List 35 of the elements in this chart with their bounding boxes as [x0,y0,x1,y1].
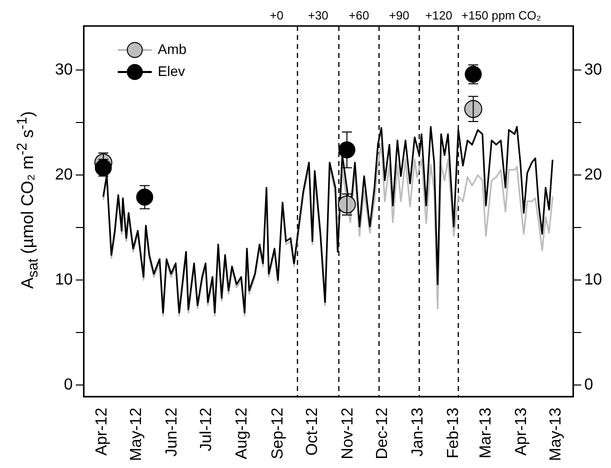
point [338,196,356,214]
x-tick-label: Apr-12 [94,408,111,456]
x-tick-label: May-12 [128,408,146,462]
y-tick-label: 10 [55,272,73,289]
y-tick-label: 30 [55,62,73,79]
point [464,66,482,83]
x-tick-label: Feb-13 [445,408,462,458]
x-tick-label: Jul-12 [198,408,216,452]
y-tick-label: 0 [64,376,73,394]
x-tick-label: Apr-13 [512,408,530,456]
x-tick-label: Aug-12 [234,408,251,460]
point [338,141,356,158]
legend-label: Amb [158,40,187,57]
x-tick-label: Sep-12 [269,408,286,460]
y2-tick-label: 20 [584,166,602,184]
text: +120 [425,8,453,22]
x-tick-label: Jan-13 [410,408,427,457]
point [464,100,482,118]
x-tick-label: Dec-12 [374,408,391,460]
x-tick-label: May-13 [547,408,564,462]
text: +30 [308,8,329,22]
legend-label: Elev [158,62,186,79]
text: +90 [388,8,410,22]
text: +0 [270,8,284,22]
y-tick-label: 20 [55,166,73,184]
y2-tick-label: 10 [584,272,602,289]
text: +150 ppm CO₂ [461,8,542,22]
point [136,188,154,206]
x-tick-label: Oct-12 [304,408,321,456]
x-tick-label: Jun-12 [164,408,181,457]
x-tick-label: Nov-12 [339,408,356,460]
y2-tick-label: 0 [584,376,594,394]
y2-tick-label: 30 [584,62,602,79]
text: +60 [348,8,370,22]
x-tick-label: Mar-13 [477,408,494,458]
